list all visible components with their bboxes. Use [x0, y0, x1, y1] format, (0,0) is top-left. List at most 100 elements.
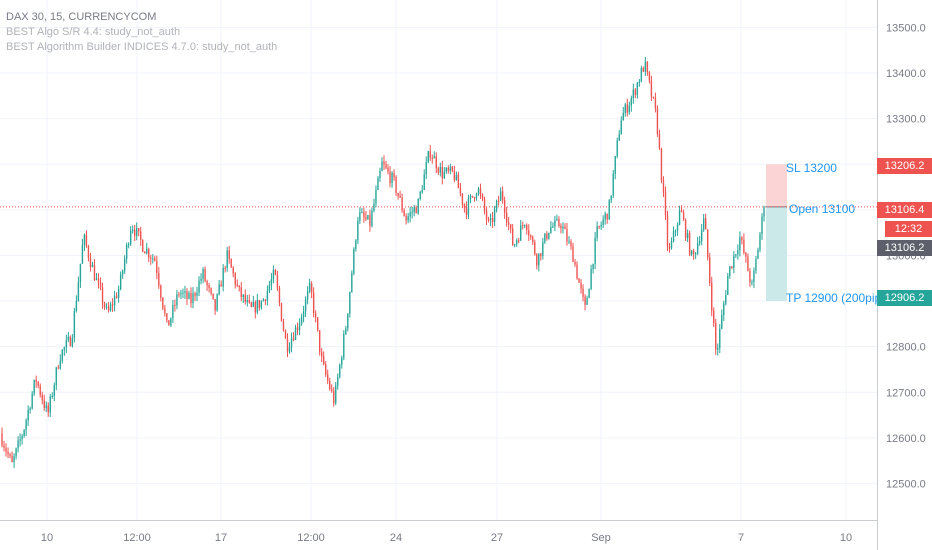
candle: [636, 82, 639, 99]
candle: [192, 287, 194, 309]
candle: [670, 237, 673, 250]
candle: [445, 166, 448, 174]
candle: [439, 162, 442, 177]
candle: [381, 157, 383, 172]
candle: [520, 219, 522, 241]
candle: [475, 192, 478, 201]
candle: [387, 164, 389, 175]
candle: [200, 273, 202, 285]
candle: [373, 198, 375, 213]
stop-loss-zone[interactable]: [766, 164, 787, 207]
candle: [180, 289, 182, 300]
candle: [700, 223, 703, 246]
candle: [13, 453, 15, 468]
last-price-badge: 13106.2: [877, 240, 932, 256]
candle: [698, 235, 701, 246]
candle: [511, 224, 514, 246]
candle: [743, 233, 745, 255]
candle: [254, 300, 257, 319]
candle: [457, 171, 460, 189]
candle: [127, 242, 130, 249]
candle: [312, 287, 315, 318]
candle: [242, 294, 244, 303]
candle: [353, 247, 355, 276]
candle: [395, 175, 397, 196]
candle: [435, 152, 437, 174]
candle: [359, 207, 361, 224]
candle: [21, 433, 23, 445]
y-tick-label: 12700.0: [886, 387, 926, 399]
candle: [503, 196, 506, 219]
candle: [270, 273, 273, 291]
candle: [580, 279, 582, 294]
candle: [692, 248, 695, 260]
take-profit-zone[interactable]: [766, 206, 787, 302]
candle: [188, 290, 190, 300]
candle: [576, 261, 578, 280]
legend-title[interactable]: DAX 30, 15, CURRENCYCOM: [6, 11, 157, 23]
candle: [674, 229, 677, 237]
candle: [409, 206, 411, 223]
candle: [608, 199, 610, 220]
candle: [105, 303, 108, 310]
candle: [461, 193, 464, 209]
y-tick-label: 12500.0: [886, 479, 926, 491]
candle: [101, 282, 104, 309]
candle: [731, 266, 733, 270]
legend-indicator-1[interactable]: BEST Algo S/R 4.4: study_not_auth: [6, 26, 181, 38]
candle: [224, 265, 226, 273]
candle: [570, 239, 572, 250]
candle: [371, 207, 373, 228]
candle: [276, 270, 279, 292]
candle: [87, 244, 90, 262]
candle: [27, 405, 29, 426]
candle: [367, 214, 369, 220]
candle: [47, 402, 49, 417]
candle: [355, 239, 357, 252]
candle: [150, 254, 152, 265]
y-tick-label: 13300.0: [886, 114, 926, 126]
candle: [300, 313, 303, 326]
candle: [584, 294, 586, 311]
candle: [17, 436, 19, 453]
x-tick-label: 27: [491, 532, 503, 544]
candle: [572, 242, 574, 263]
candle: [763, 205, 765, 222]
candle: [680, 205, 683, 213]
candle: [369, 209, 371, 232]
candle: [411, 206, 413, 219]
candle: [218, 279, 220, 296]
candle: [178, 291, 180, 298]
candle: [501, 186, 504, 204]
candle: [216, 293, 218, 312]
candle: [232, 266, 234, 278]
candle: [204, 266, 206, 283]
candle: [602, 215, 604, 229]
candle: [534, 239, 536, 256]
candle: [423, 169, 425, 191]
candle: [327, 369, 329, 385]
candle: [109, 301, 112, 312]
candle: [540, 252, 542, 261]
legend-indicator-2[interactable]: BEST Algorithm Builder INDICES 4.7.0: st…: [6, 41, 278, 53]
candle: [351, 270, 353, 293]
candle: [600, 221, 602, 230]
candle: [741, 236, 743, 245]
candle: [140, 226, 142, 246]
candle: [526, 223, 528, 235]
candle: [719, 324, 721, 354]
candle: [582, 284, 584, 302]
candle: [123, 255, 126, 274]
candle: [624, 102, 626, 117]
candle: [9, 452, 11, 459]
candle: [403, 208, 405, 217]
candle: [115, 292, 118, 299]
candle: [65, 334, 68, 354]
candle: [507, 216, 510, 231]
candle: [345, 325, 347, 336]
candle: [568, 236, 570, 245]
candle: [536, 253, 538, 270]
candle: [658, 129, 661, 151]
